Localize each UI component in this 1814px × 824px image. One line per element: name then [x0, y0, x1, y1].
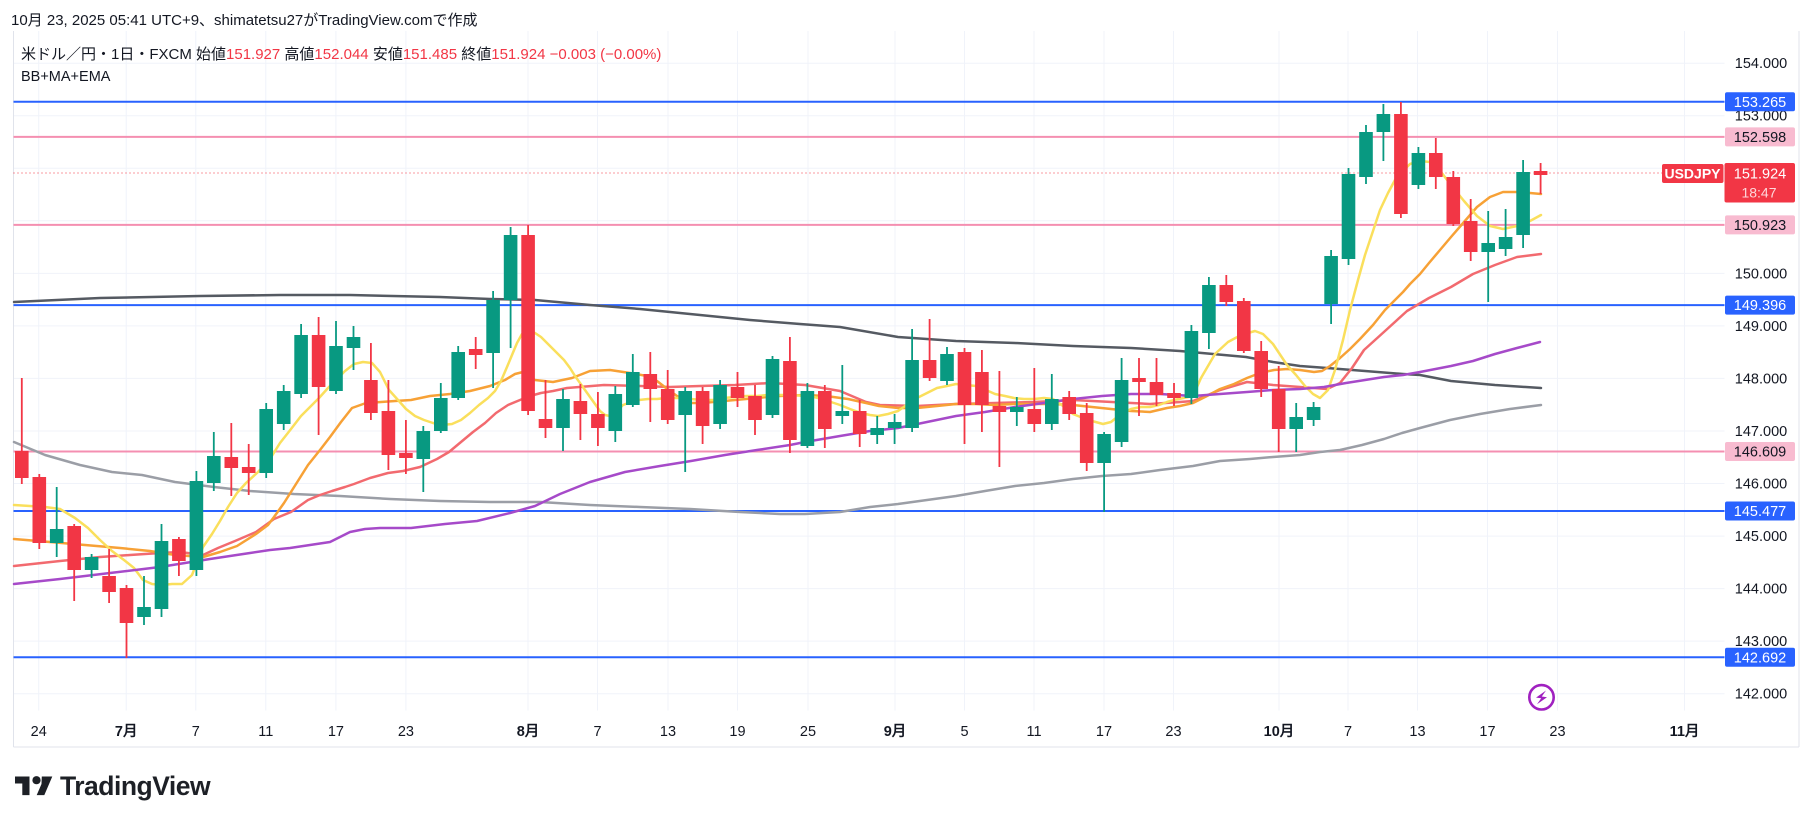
svg-text:10月 23, 2025 05:41 UTC+9、shima: 10月 23, 2025 05:41 UTC+9、shimatetsu27がTr… — [11, 12, 477, 29]
svg-text:7月: 7月 — [115, 723, 138, 740]
svg-text:7: 7 — [593, 724, 601, 740]
svg-text:7: 7 — [192, 724, 200, 740]
svg-text:147.000: 147.000 — [1735, 424, 1787, 440]
svg-text:11: 11 — [1026, 724, 1041, 740]
svg-text:17: 17 — [1096, 724, 1112, 740]
svg-text:150.923: 150.923 — [1734, 218, 1786, 234]
svg-text:TradingView: TradingView — [60, 771, 211, 801]
svg-text:142.000: 142.000 — [1735, 687, 1787, 703]
svg-text:9月: 9月 — [884, 723, 907, 740]
svg-text:146.000: 146.000 — [1735, 477, 1787, 493]
svg-text:24: 24 — [31, 724, 47, 740]
svg-text:11月: 11月 — [1670, 723, 1700, 740]
svg-text:142.692: 142.692 — [1734, 650, 1786, 666]
svg-text:151.924: 151.924 — [1734, 167, 1786, 183]
svg-text:USDJPY: USDJPY — [1664, 166, 1721, 182]
svg-text:148.000: 148.000 — [1735, 371, 1787, 387]
svg-text:150.000: 150.000 — [1735, 266, 1787, 282]
svg-text:8月: 8月 — [517, 723, 540, 740]
svg-text:149.000: 149.000 — [1735, 319, 1787, 335]
svg-text:18:47: 18:47 — [1741, 185, 1776, 201]
svg-text:7: 7 — [1344, 724, 1352, 740]
svg-text:145.000: 145.000 — [1735, 529, 1787, 545]
svg-text:BB+MA+EMA: BB+MA+EMA — [21, 69, 111, 85]
svg-text:143.000: 143.000 — [1735, 634, 1787, 650]
svg-text:152.598: 152.598 — [1734, 130, 1786, 146]
svg-text:5: 5 — [960, 724, 968, 740]
svg-text:23: 23 — [398, 724, 414, 740]
svg-text:17: 17 — [1479, 724, 1495, 740]
svg-text:145.477: 145.477 — [1734, 504, 1786, 520]
svg-text:13: 13 — [660, 724, 676, 740]
svg-text:13: 13 — [1409, 724, 1425, 740]
svg-text:25: 25 — [800, 724, 816, 740]
svg-text:11: 11 — [258, 724, 273, 740]
svg-text:10月: 10月 — [1264, 723, 1295, 740]
svg-text:23: 23 — [1165, 724, 1181, 740]
svg-text:米ドル／円・1日・FXCM 始値151.927 高値152: 米ドル／円・1日・FXCM 始値151.927 高値152.044 安値151.… — [21, 46, 661, 63]
svg-text:153.000: 153.000 — [1735, 109, 1787, 125]
svg-text:17: 17 — [328, 724, 344, 740]
svg-text:149.396: 149.396 — [1734, 298, 1786, 314]
svg-text:154.000: 154.000 — [1735, 56, 1787, 72]
svg-text:153.265: 153.265 — [1734, 95, 1786, 111]
svg-text:19: 19 — [729, 724, 745, 740]
svg-text:144.000: 144.000 — [1735, 582, 1787, 598]
svg-text:146.609: 146.609 — [1734, 445, 1786, 461]
svg-text:23: 23 — [1549, 724, 1565, 740]
